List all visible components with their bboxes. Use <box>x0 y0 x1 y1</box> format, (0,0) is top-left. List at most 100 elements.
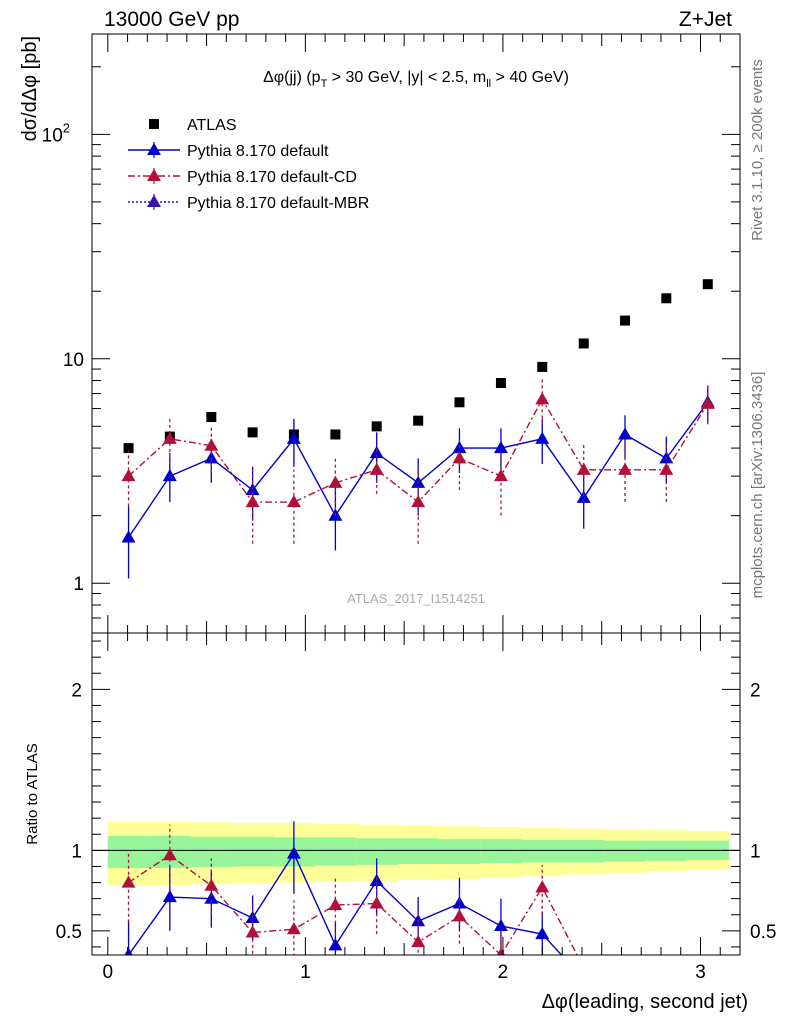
band-inner <box>438 839 481 865</box>
ratio-y-tick-label: 2 <box>71 680 82 701</box>
data-point-cd <box>618 462 632 475</box>
band-inner <box>604 840 647 862</box>
ratio-point-cd <box>496 947 506 955</box>
data-point-cd <box>204 438 219 451</box>
legend-entry-atlas: ATLAS <box>149 117 237 134</box>
band-inner <box>314 837 357 866</box>
data-point-atlas <box>661 293 672 304</box>
data-point-cd <box>535 392 550 405</box>
ratio-point-cd <box>245 925 260 938</box>
legend-marker-atlas <box>149 119 159 129</box>
ratio-x-tick-label: 1 <box>300 962 311 983</box>
ratio-y-tick-label-right: 1 <box>750 841 761 862</box>
ratio-y-tick-label: 0.5 <box>56 922 82 943</box>
data-point-cd <box>700 396 715 409</box>
data-point-default <box>204 451 219 464</box>
ratio-point-default <box>452 896 467 909</box>
data-point-cd <box>576 462 591 475</box>
data-point-default <box>493 440 508 454</box>
data-point-cd <box>162 431 177 444</box>
ratio-point-cd <box>369 896 384 909</box>
ratio-point-default <box>162 889 177 903</box>
ratio-point-cd <box>204 878 219 891</box>
band-inner <box>107 835 150 869</box>
data-point-atlas <box>330 429 341 440</box>
data-point-default <box>618 427 632 440</box>
ratio-point-default <box>493 918 508 932</box>
data-point-cd <box>121 468 136 482</box>
band-inner <box>231 836 274 867</box>
data-point-atlas <box>123 443 134 454</box>
data-point-atlas <box>206 412 217 423</box>
ratio-y-tick-label-right: 2 <box>750 680 761 701</box>
data-point-cd <box>286 494 301 508</box>
ratio-series-default <box>124 821 563 955</box>
ratio-point-cd <box>328 897 343 911</box>
legend-label-cd: Pythia 8.170 default-CD <box>187 169 357 186</box>
series-atlas <box>123 279 713 454</box>
legend-label-default: Pythia 8.170 default <box>187 143 329 160</box>
ratio-bands-layer <box>92 821 740 886</box>
data-point-default <box>121 530 136 543</box>
band-inner <box>397 838 440 865</box>
data-point-atlas <box>578 338 589 349</box>
mcplots-label: mcplots.cern.ch [arXiv:1306.3436] <box>749 372 766 599</box>
main-axes: 1 10 102 <box>42 34 740 634</box>
data-point-atlas <box>702 279 713 290</box>
ratio-x-tick-label: 0 <box>103 962 114 983</box>
data-point-atlas <box>454 397 465 408</box>
legend-entry-mbr: Pythia 8.170 default-MBR <box>128 194 369 212</box>
data-point-default <box>576 490 591 503</box>
data-point-atlas <box>371 421 382 432</box>
legend-marker-default <box>147 142 161 156</box>
ratio-point-cd <box>162 847 177 861</box>
legend: ATLAS Pythia 8.170 default Pythia 8.170 de… <box>128 117 369 212</box>
ratio-point-cd <box>452 909 467 922</box>
ratio-point-cd <box>286 922 301 935</box>
rivet-label: Rivet 3.1.10, ≥ 200k events <box>749 59 766 241</box>
legend-entry-cd: Pythia 8.170 default-CD <box>128 168 357 186</box>
data-point-cd <box>493 468 508 482</box>
data-point-default <box>286 431 301 444</box>
data-point-default <box>162 468 177 482</box>
main-data-layer <box>121 279 715 579</box>
ratio-plot-frame <box>91 632 741 956</box>
band-inner <box>480 839 522 864</box>
main-y-tick-label: 102 <box>42 120 70 146</box>
ratio-y-tick-label: 1 <box>71 841 82 862</box>
ratio-y-label: Ratio to ATLAS <box>24 743 41 844</box>
band-inner <box>190 836 233 868</box>
ratio-point-default <box>124 947 133 955</box>
data-point-atlas <box>620 315 631 326</box>
ratio-x-tick-label: 3 <box>695 962 706 983</box>
ratio-point-default <box>535 926 550 940</box>
ratio-point-cd <box>535 880 550 893</box>
ratio-x-label: Δφ(leading, second jet) <box>542 991 748 1013</box>
data-point-cd <box>328 475 343 488</box>
ratio-data-layer <box>121 821 578 955</box>
data-point-atlas <box>413 415 424 426</box>
data-point-cd <box>245 494 260 508</box>
legend-marker-mbr <box>147 194 161 208</box>
data-point-atlas <box>247 427 258 438</box>
data-point-default <box>535 431 550 444</box>
data-point-cd <box>452 451 467 464</box>
main-y-tick-label: 1 <box>73 574 84 595</box>
ratio-x-tick-label: 2 <box>498 962 509 983</box>
header-right: Z+Jet <box>679 8 732 31</box>
band-inner <box>521 839 564 863</box>
legend-entry-default: Pythia 8.170 default <box>128 142 329 160</box>
data-point-default <box>369 445 384 459</box>
ratio-y-tick-label-right: 0.5 <box>750 922 776 943</box>
data-point-cd <box>659 462 674 475</box>
series-cd <box>121 379 715 544</box>
legend-label-mbr: Pythia 8.170 default-MBR <box>187 195 369 212</box>
ratio-series-cd <box>121 824 578 955</box>
analysis-id: ATLAS_2017_I1514251 <box>347 591 485 606</box>
main-y-tick-label: 10 <box>63 350 84 371</box>
ratio-point-default <box>204 891 219 904</box>
data-point-cd <box>411 494 426 508</box>
main-title: Δφ(jj) (pT > 30 GeV, |y| < 2.5, mll > 40… <box>263 69 569 90</box>
band-inner <box>562 839 605 863</box>
